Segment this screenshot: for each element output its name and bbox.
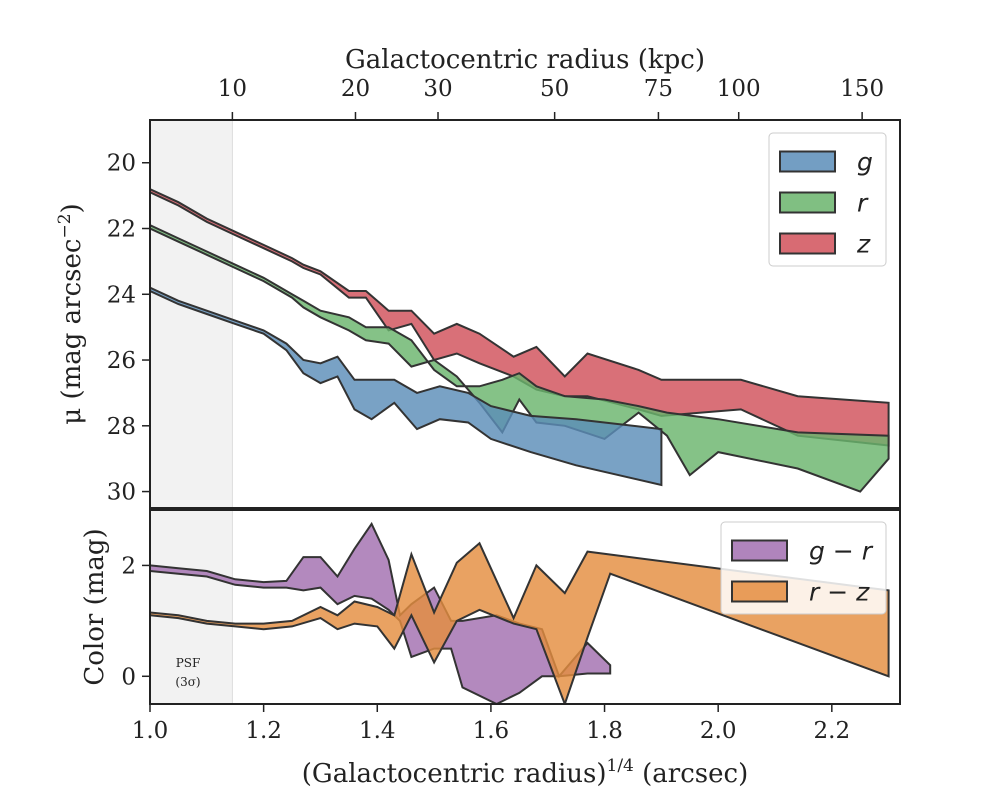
legend-label-1: r − z: [809, 578, 870, 607]
top-y-axis-label: μ (mag arcsec−2): [55, 203, 87, 424]
xtick-label-1.4: 1.4: [359, 718, 396, 744]
y-label-main: μ (mag arcsec: [57, 239, 87, 425]
legend-bottom: g − r r − z: [720, 521, 887, 615]
bottom-x-axis-label: (Galactocentric radius)1/4 (arcsec): [302, 756, 748, 789]
xtick-label-1.2: 1.2: [245, 718, 282, 744]
xtick-label-2.0: 2.0: [700, 718, 737, 744]
ytick-label-top-22: 22: [107, 217, 136, 243]
ytick-label-bot-0: 0: [121, 664, 136, 690]
psf-label-line1: PSF: [176, 656, 201, 670]
kpc-tick-label-20: 20: [341, 76, 370, 102]
legend-swatch-0: [731, 539, 788, 562]
kpc-tick-label-10: 10: [218, 76, 247, 102]
kpc-tick-label-100: 100: [717, 76, 761, 102]
top-panel-frame: [149, 119, 901, 509]
band-gr-0: [150, 521, 612, 704]
top-panel-series: [150, 187, 890, 493]
top-panel-ticks: 20 22 24 26 28 30: [107, 151, 150, 506]
y-label-close: ): [57, 203, 87, 213]
kpc-tick-label-30: 30: [423, 76, 452, 102]
kpc-tick-label-75: 75: [644, 76, 673, 102]
y-label-exponent: −2: [55, 213, 75, 238]
bottom-y-axis-label: Color (mag): [80, 528, 110, 685]
kpc-tick-label-50: 50: [540, 76, 569, 102]
kpc-tick-label-150: 150: [840, 76, 884, 102]
ytick-label-top-24: 24: [107, 282, 136, 308]
legend-top: grz: [768, 132, 887, 267]
xtick-label-1.8: 1.8: [586, 718, 623, 744]
x-label-main: (Galactocentric radius): [302, 759, 607, 789]
psf-label-line2: (3σ): [175, 675, 200, 689]
bottom-panel-series: [150, 521, 890, 704]
legend-label-2: z: [856, 230, 871, 259]
xtick-label-2.2: 2.2: [814, 718, 851, 744]
band-r-1: [150, 224, 890, 493]
x-label-unit: (arcsec): [634, 759, 748, 789]
ytick-label-top-28: 28: [107, 414, 136, 440]
band-rz-1: [150, 541, 890, 704]
legend-label-1: r: [857, 189, 869, 218]
xtick-label-1.6: 1.6: [473, 718, 510, 744]
xtick-label-1.0: 1.0: [132, 718, 169, 744]
legend-swatch-1: [731, 580, 788, 603]
legend-swatch-1: [779, 191, 836, 214]
legend-swatch-0: [779, 150, 836, 173]
ytick-label-top-20: 20: [107, 151, 136, 177]
ytick-label-top-30: 30: [107, 480, 136, 506]
psf-shade-top: [149, 119, 233, 509]
legend-swatch-2: [779, 232, 836, 255]
bottom-panel-ticks: 0 2 1.0 1.2 1.4 1.6 1.8 2.0 2.2: [121, 553, 850, 744]
bottom-panel-frame: [149, 509, 901, 705]
psf-shade-bottom: [149, 509, 233, 705]
legend-label-0: g: [857, 148, 873, 177]
top-x-axis-label: Galactocentric radius (kpc): [345, 45, 705, 75]
band-g-2: [150, 286, 663, 487]
kpc-axis-ticks: 10 20 30 50 75 100 150: [218, 76, 884, 120]
ytick-label-top-26: 26: [107, 348, 136, 374]
legend-label-0: g − r: [809, 537, 874, 566]
ytick-label-bot-2: 2: [121, 553, 136, 579]
x-label-exponent: 1/4: [607, 756, 634, 776]
